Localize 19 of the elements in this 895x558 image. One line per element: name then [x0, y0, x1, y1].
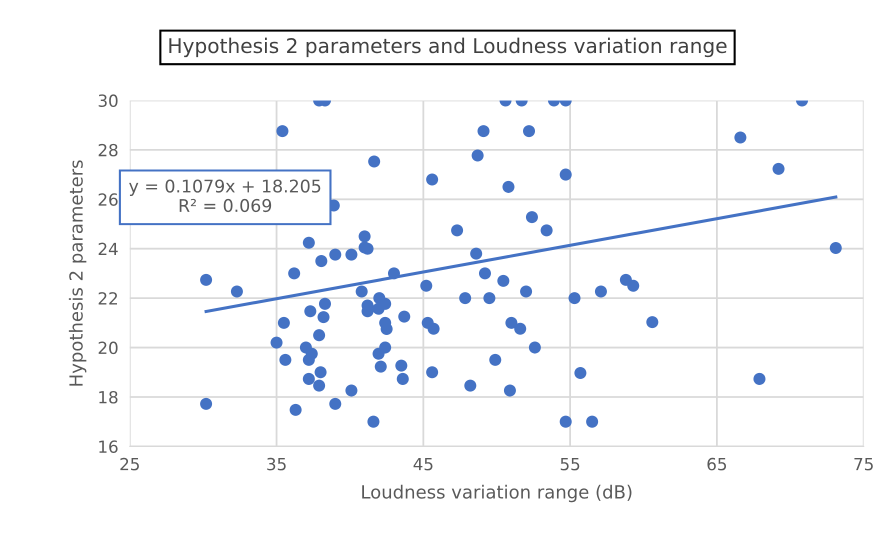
- y-tick-label: 28: [98, 144, 118, 156]
- y-tick-label: 24: [98, 242, 118, 256]
- y-tick-label: 30: [98, 94, 118, 108]
- y-axis-title: Hypothesis 2 parameters: [68, 160, 86, 386]
- y-tick-label: 20: [98, 342, 118, 354]
- x-tick-label: 65: [707, 458, 726, 470]
- x-tick-label: 45: [414, 458, 432, 470]
- x-axis-title: Loudness variation range (dB): [362, 484, 632, 502]
- x-tick-label: 25: [120, 458, 139, 470]
- annotation: y = 0.1079x + 18.205: [129, 179, 320, 196]
- y-tick-label: 22: [98, 292, 117, 304]
- annotation: R² = 0.069: [180, 198, 272, 212]
- x-tick-label: 75: [854, 458, 873, 470]
- y-tick-label: 26: [98, 193, 118, 206]
- x-tick-label: 35: [267, 458, 286, 470]
- y-tick-label: 18: [99, 390, 118, 404]
- x-tick-label: 55: [560, 458, 580, 470]
- y-tick-label: 16: [99, 440, 118, 453]
- chart-title: Hypothesis 2 parameters and Loudness variation range: [169, 38, 727, 58]
